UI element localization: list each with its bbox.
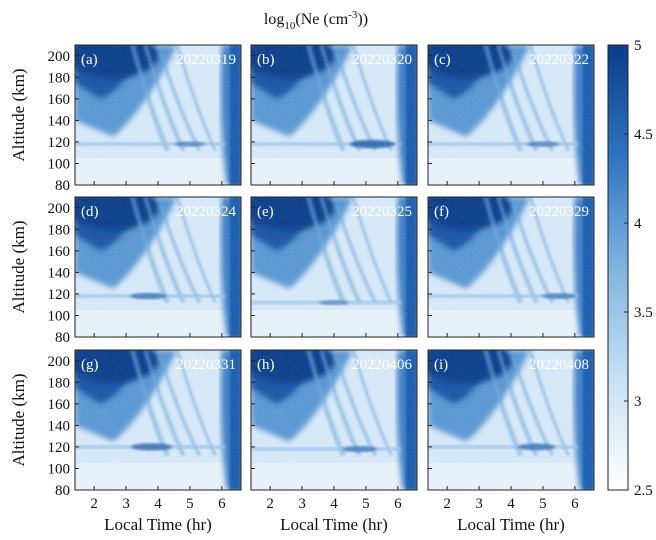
y-axis-label: Altitude (km): [9, 68, 28, 161]
x-tick-label: 2: [443, 496, 451, 512]
panel-letter: (b): [257, 52, 275, 68]
heatmap-panel: (a) 20220319: [75, 45, 241, 185]
y-tick-label: 160: [48, 244, 71, 260]
colorbar-tick-label: 3.5: [634, 305, 653, 321]
panel-date: 20220322: [529, 52, 589, 68]
noise-texture: [75, 350, 241, 490]
y-axis-label: Altitude (km): [9, 373, 28, 466]
x-tick-label: 6: [218, 496, 226, 512]
y-tick-label: 100: [48, 308, 71, 324]
y-tick-label: 120: [48, 287, 71, 303]
y-axis-label: Altitude (km): [9, 220, 28, 313]
panel-date: 20220320: [352, 52, 412, 68]
y-tick-label: 180: [48, 70, 71, 86]
y-tick-label: 200: [48, 49, 71, 65]
x-tick-label: 4: [507, 496, 515, 512]
panels: (a) 20220319 (b) 20220320 (c) 20220322 (d) 2022…: [75, 45, 594, 490]
heatmap-panel: (f) 20220329: [428, 197, 594, 337]
y-tick-label: 200: [48, 201, 71, 217]
svg-text:log10(Ne (cm-3)): log10(Ne (cm-3)): [264, 9, 368, 32]
panel-letter: (f): [434, 204, 449, 220]
x-tick-label: 2: [266, 496, 274, 512]
x-tick-label: 3: [475, 496, 483, 512]
colorbar-tick-label: 5: [634, 38, 642, 54]
noise-texture: [428, 350, 594, 490]
heatmap-panel: (d) 20220324: [75, 197, 241, 337]
x-tick-label: 3: [298, 496, 306, 512]
x-tick-label: 4: [330, 496, 338, 512]
colorbar-gradient: [607, 44, 629, 491]
noise-texture: [428, 197, 594, 337]
y-tick-label: 80: [55, 483, 70, 499]
noise-texture: [251, 350, 417, 490]
colorbar: 5 4.5 4 3.5 3 2.5: [607, 38, 653, 499]
panel-letter: (c): [434, 52, 451, 68]
x-tick-label: 4: [154, 496, 162, 512]
y-tick-label: 100: [48, 156, 71, 172]
x-tick-label: 6: [571, 496, 579, 512]
y-tick-label: 140: [48, 113, 71, 129]
x-tick-label: 5: [539, 496, 547, 512]
heatmap-panel: (c) 20220322: [428, 45, 594, 185]
panel-letter: (i): [434, 357, 448, 373]
y-tick-label: 180: [48, 375, 71, 391]
noise-texture: [75, 45, 241, 185]
axes: 80 100 120 140 160 180 200 Altitude (km) 80 100 12…: [9, 44, 595, 534]
x-axis-label: Local Time (hr): [104, 515, 212, 534]
x-tick-label: 5: [362, 496, 370, 512]
heatmap-panel: (i) 20220408: [428, 350, 594, 490]
y-tick-label: 120: [48, 440, 71, 456]
colorbar-title: log10(Ne (cm-3)): [264, 9, 368, 32]
y-tick-label: 100: [48, 461, 71, 477]
panel-date: 20220406: [352, 357, 413, 373]
y-tick-label: 200: [48, 354, 71, 370]
y-tick-label: 80: [55, 330, 70, 346]
panel-date: 20220324: [176, 204, 237, 220]
x-axis-label: Local Time (hr): [457, 515, 565, 534]
noise-texture: [251, 197, 417, 337]
y-tick-label: 160: [48, 397, 71, 413]
panel-date: 20220319: [176, 52, 236, 68]
y-tick-label: 160: [48, 92, 71, 108]
x-tick-label: 6: [394, 496, 402, 512]
heatmap-panel: (e) 20220325: [251, 197, 417, 337]
noise-texture: [251, 45, 417, 185]
colorbar-tick-label: 4.5: [634, 127, 653, 143]
y-tick-label: 180: [48, 222, 71, 238]
colorbar-tick-label: 3: [634, 394, 642, 410]
panel-letter: (e): [257, 204, 274, 220]
noise-texture: [428, 45, 594, 185]
y-tick-label: 140: [48, 418, 71, 434]
panel-date: 20220329: [529, 204, 589, 220]
x-tick-label: 3: [122, 496, 130, 512]
noise-texture: [75, 197, 241, 337]
y-tick-label: 120: [48, 135, 71, 151]
panel-date: 20220325: [352, 204, 412, 220]
colorbar-tick-label: 4: [634, 216, 642, 232]
panel-date: 20220408: [529, 357, 589, 373]
heatmap-panel: (h) 20220406: [251, 350, 417, 490]
colorbar-tick-label: 2.5: [634, 483, 653, 499]
panel-date: 20220331: [176, 357, 236, 373]
x-axis-label: Local Time (hr): [280, 515, 388, 534]
heatmap-panel: (g) 20220331: [75, 350, 241, 490]
panel-letter: (h): [257, 357, 275, 373]
panel-letter: (g): [81, 357, 99, 373]
y-tick-label: 80: [55, 178, 70, 194]
y-tick-label: 140: [48, 265, 71, 281]
heatmap-panel: (b) 20220320: [251, 45, 417, 185]
x-tick-label: 5: [186, 496, 194, 512]
panel-letter: (a): [81, 52, 98, 68]
x-tick-label: 2: [90, 496, 98, 512]
panel-letter: (d): [81, 204, 99, 220]
